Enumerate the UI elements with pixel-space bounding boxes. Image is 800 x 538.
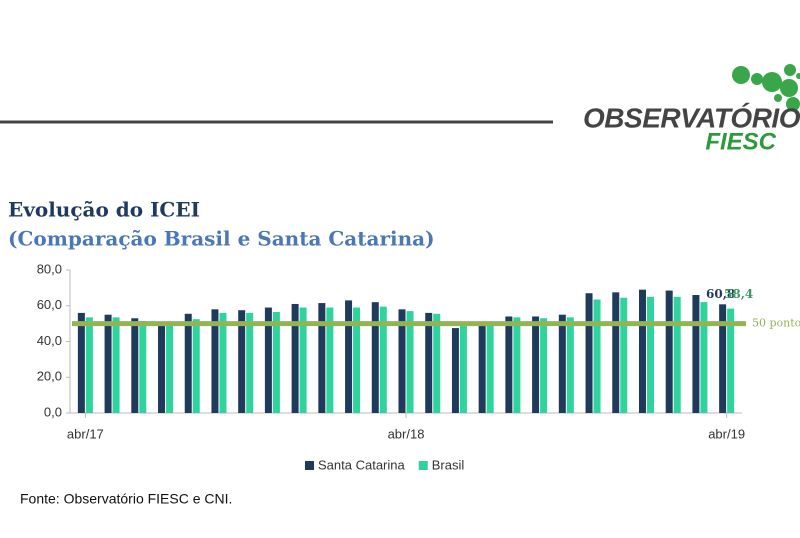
bar [665,290,673,413]
y-tick-label: 80,0 [37,261,62,276]
bar [353,307,361,413]
value-label: 60,8 [706,287,735,301]
bar [246,312,254,413]
chart-subtitle: (Comparação Brasil e Santa Catarina) [8,227,435,251]
bar [264,307,272,413]
legend-swatch [305,461,314,470]
bar [638,289,646,413]
bar [166,324,174,413]
bar [425,312,433,413]
bar [104,314,112,413]
bar [139,320,147,413]
y-tick-label: 20,0 [37,369,62,384]
bar [566,317,574,413]
bar [184,313,192,413]
bar [646,296,654,413]
bar [540,318,548,413]
bar [692,295,700,413]
bar [211,309,219,413]
bar [326,307,334,413]
reference-label: 50 pontos [752,317,800,330]
bar [345,300,353,413]
bar [700,302,708,413]
value-label: 58,4 [724,287,753,301]
bar [272,312,280,413]
legend-label: Santa Catarina [318,457,405,472]
bar [371,302,379,413]
bar [620,297,628,413]
x-tick-label: abr/17 [67,426,104,441]
bar [406,311,414,413]
bar [558,314,566,413]
bar [459,324,467,413]
bar [131,318,139,413]
bar [77,312,85,413]
chart-title: Evolução do ICEI [8,198,200,222]
bar [593,299,601,413]
bar [299,307,307,413]
bar [673,296,681,413]
bar [486,324,494,413]
bar [451,328,459,413]
bar [612,292,620,413]
y-tick-label: 0,0 [44,404,62,419]
bar [478,323,486,413]
logo-text: OBSERVATÓRIO [583,102,800,133]
x-tick-label: abr/18 [388,426,425,441]
bar [318,303,326,413]
y-tick-label: 40,0 [37,333,62,348]
bar [238,310,246,413]
bar [585,293,593,413]
bar [219,312,227,413]
bar [85,317,93,413]
bar [719,304,727,413]
bar [532,316,540,413]
bar [291,303,299,413]
bar [398,309,406,413]
bar [112,317,120,413]
logo-dots [732,64,800,111]
bar [433,313,441,413]
y-tick-label: 60,0 [37,297,62,312]
legend-swatch [418,461,428,470]
bar [158,323,166,413]
x-tick-label: abr/19 [708,426,745,441]
legend-label: Brasil [432,457,465,472]
bar [513,317,521,413]
logo-text: FIESC [705,128,776,155]
bar [192,319,200,413]
bar [379,306,387,413]
source: Fonte: Observatório FIESC e CNI. [20,491,232,507]
bar [727,308,735,413]
bar [505,316,513,413]
